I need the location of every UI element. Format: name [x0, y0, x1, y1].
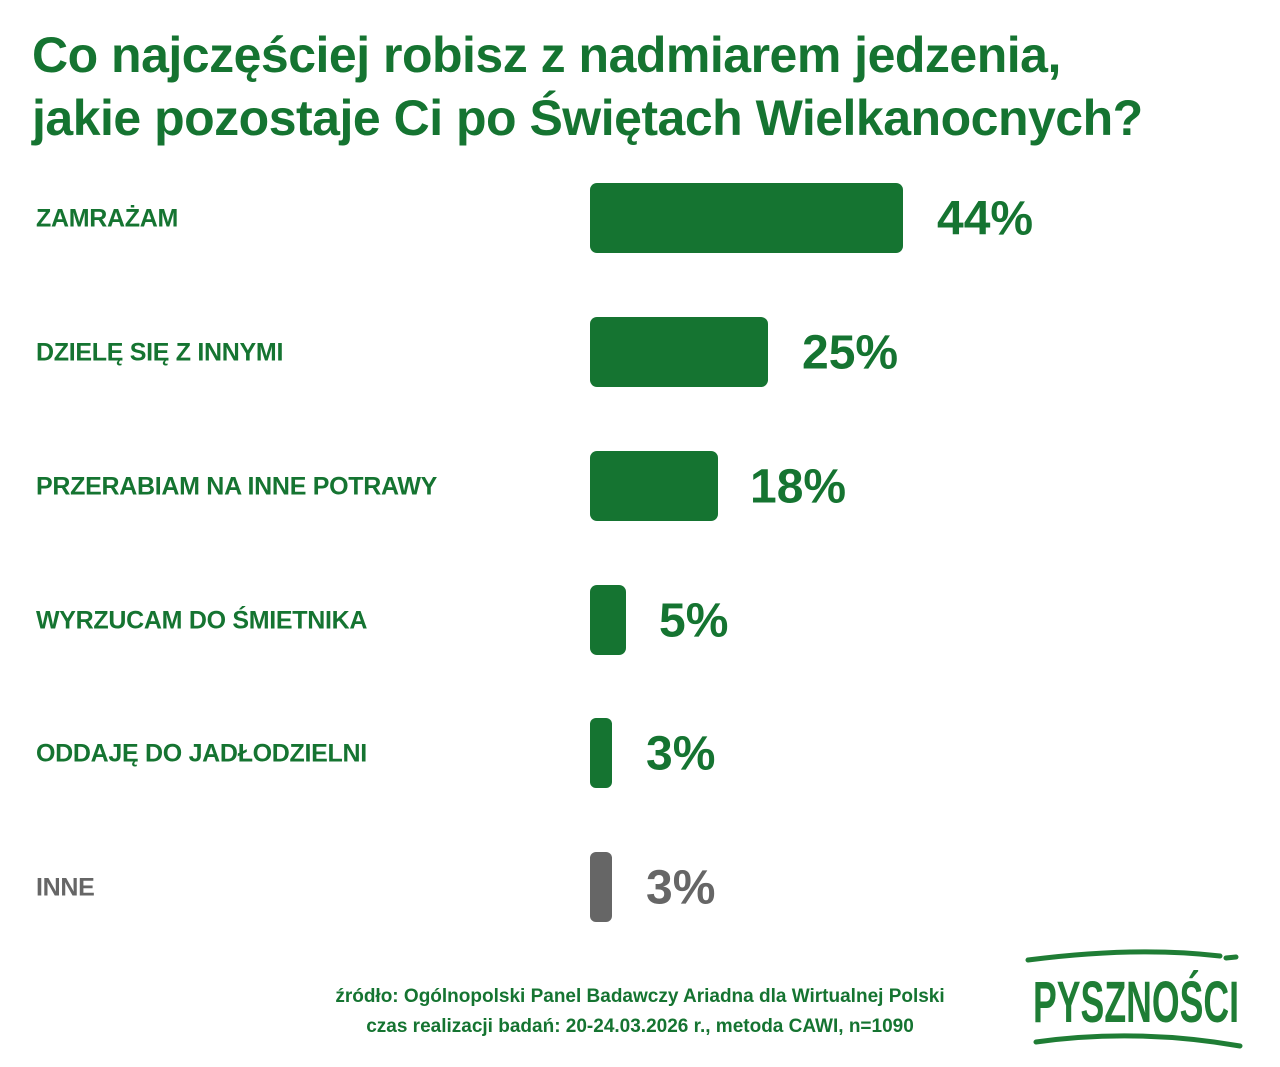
logo-graphic: PYSZNOŚCI	[1025, 949, 1243, 1049]
bar	[590, 852, 612, 922]
bar	[590, 183, 903, 253]
title-line-2: jakie pozostaje Ci po Świętach Wielkanoc…	[32, 90, 1143, 146]
bar-row-przerabiam: PRZERABIAM NA INNE POTRAWY 18%	[0, 451, 1280, 523]
bar-label: DZIELĘ SIĘ Z INNYMI	[36, 338, 284, 367]
bar-row-oddaje: ODDAJĘ DO JADŁODZIELNI 3%	[0, 718, 1280, 790]
source-text: źródło: Ogólnopolski Panel Badawczy Aria…	[335, 986, 945, 1007]
bar	[590, 317, 768, 387]
title-line-1: Co najczęściej robisz z nadmiarem jedzen…	[32, 27, 1061, 83]
chart-title: Co najczęściej robisz z nadmiarem jedzen…	[32, 24, 1143, 150]
bar-row-dziele: DZIELĘ SIĘ Z INNYMI 25%	[0, 317, 1280, 389]
bar-label: ZAMRAŻAM	[36, 204, 179, 233]
bar-value: 3%	[646, 861, 716, 915]
pysznosci-logo: PYSZNOŚCI	[1022, 942, 1250, 1054]
bar	[590, 451, 718, 521]
bar-label: WYRZUCAM DO ŚMIETNIKA	[36, 606, 368, 635]
bar-row-zamrazam: ZAMRAŻAM 44%	[0, 183, 1280, 255]
bar	[590, 718, 612, 788]
bar-row-inne: INNE 3%	[0, 852, 1280, 924]
logo-text: PYSZNOŚCI	[1033, 970, 1239, 1035]
method-text: czas realizacji badań: 20-24.03.2026 r.,…	[366, 1016, 914, 1037]
bar	[590, 585, 626, 655]
bar-value: 5%	[659, 594, 729, 648]
bar-label: INNE	[36, 873, 95, 902]
source-footer: źródło: Ogólnopolski Panel Badawczy Aria…	[280, 982, 1000, 1042]
bar-value: 44%	[937, 192, 1034, 246]
bar-label: ODDAJĘ DO JADŁODZIELNI	[36, 739, 367, 768]
bar-label: PRZERABIAM NA INNE POTRAWY	[36, 472, 438, 501]
bar-row-wyrzucam: WYRZUCAM DO ŚMIETNIKA 5%	[0, 585, 1280, 657]
bar-value: 3%	[646, 727, 716, 781]
bar-value: 18%	[750, 460, 847, 514]
bar-value: 25%	[802, 326, 899, 380]
